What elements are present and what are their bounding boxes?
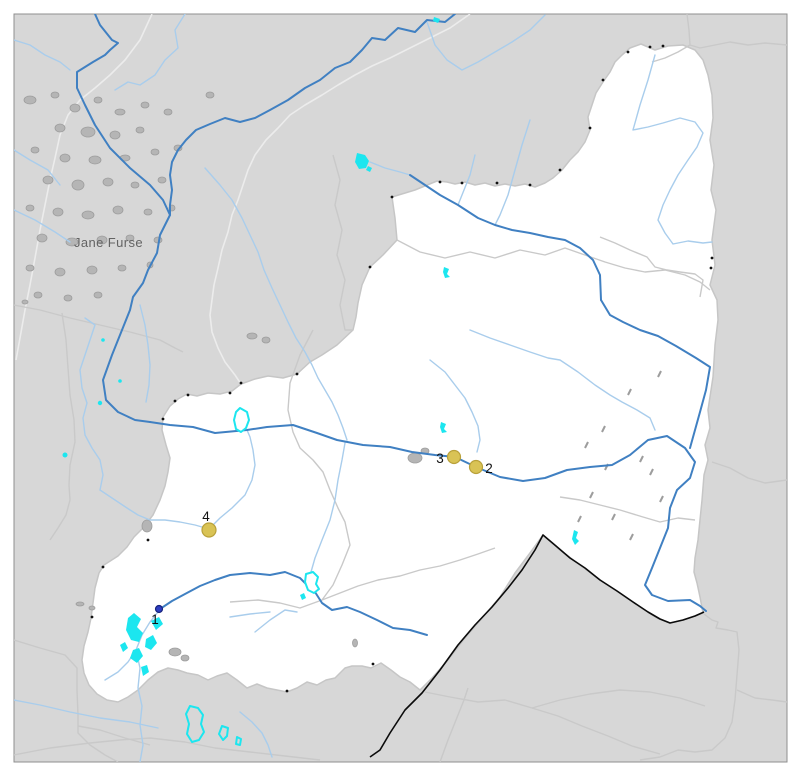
rivers-major xyxy=(76,14,711,636)
marker-label: 3 xyxy=(436,451,444,466)
marker-label: 1 xyxy=(151,612,159,627)
district-boundaries-pale xyxy=(15,14,471,385)
marker-label: 4 xyxy=(202,509,210,524)
map-marker-1[interactable]: 1 xyxy=(151,604,164,628)
rivers-minor xyxy=(14,14,713,762)
marker-point-icon[interactable] xyxy=(446,449,462,465)
builtup-areas xyxy=(21,91,430,662)
marker-point-icon[interactable] xyxy=(154,604,164,614)
map-marker-4[interactable]: 4 xyxy=(201,509,217,538)
marker-point-icon[interactable] xyxy=(468,459,484,475)
watershed-divide-dots xyxy=(90,44,714,693)
catchment-polygon xyxy=(81,43,719,703)
map-marker-3[interactable]: 3 xyxy=(436,449,462,467)
markers-layer: 1 2 3 4 xyxy=(151,449,493,628)
district-boundaries-roads xyxy=(14,14,787,762)
place-label-jane-furse: Jane Furse xyxy=(74,235,143,250)
black-boundary-line xyxy=(369,534,705,758)
marker-point-icon[interactable] xyxy=(201,522,217,538)
marker-label: 2 xyxy=(485,461,493,476)
map-marker-2[interactable]: 2 xyxy=(468,459,493,477)
waterbodies xyxy=(62,17,579,746)
terrain-tick-symbols xyxy=(577,370,664,541)
